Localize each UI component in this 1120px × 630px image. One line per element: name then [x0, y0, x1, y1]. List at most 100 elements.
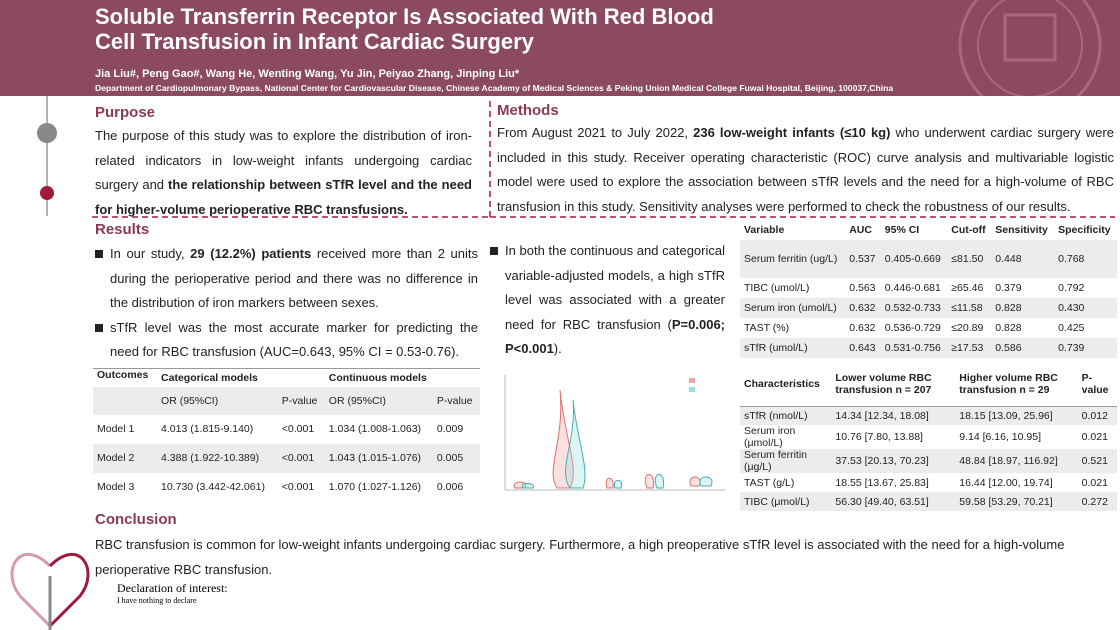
- cell: <0.001: [281, 481, 315, 493]
- cell: Model 1: [97, 423, 135, 435]
- cell: 0.532-0.733: [884, 302, 941, 314]
- cell: 48.84 [18.97, 116.92]: [959, 455, 1058, 467]
- subheader-cell: P-value: [281, 394, 318, 407]
- authors: Jia Liu#, Peng Gao#, Wang He, Wenting Wa…: [95, 68, 520, 80]
- section-heading: Methods: [497, 102, 559, 119]
- cell: 16.44 [12.00, 19.74]: [959, 476, 1053, 489]
- cell: ≤81.50: [951, 253, 984, 265]
- cell: 0.021: [1081, 431, 1108, 443]
- cell: Serum ferritin (μg/L): [744, 449, 808, 473]
- cell: <0.001: [281, 423, 315, 435]
- declaration-text: I have nothing to declare: [117, 596, 197, 605]
- cell: TAST (g/L): [744, 476, 795, 489]
- logo: [958, 0, 1102, 96]
- subheader-cell: P-value: [436, 394, 473, 407]
- header-cell: 95% CI: [884, 224, 920, 236]
- header-cell: Sensitivity: [995, 224, 1048, 236]
- text-run: From August 2021 to July 2022,: [497, 125, 694, 140]
- cell: 0.632: [849, 302, 876, 314]
- cell: 4.388 (1.922-10.389): [161, 452, 260, 464]
- purpose-text: The purpose of this study was to explore…: [95, 124, 472, 222]
- cell: <0.001: [281, 452, 315, 464]
- cell: 37.53 [20.13, 70.23]: [835, 455, 929, 467]
- data-row: TAST (g/L) 18.55 [13.67, 25.83] 16.44 [12.…: [740, 473, 1117, 492]
- bullet-list: In our study, 29 (12.2%) patients receiv…: [95, 242, 478, 365]
- cell: 0.012: [1081, 409, 1108, 422]
- data-row: Model 1 4.013 (1.815-9.140) <0.001 1.034 (1…: [93, 415, 480, 444]
- bullet: sTfR level was the most accurate marker …: [95, 316, 478, 365]
- data-row: Model 3 10.730 (3.442-42.061) <0.001 1.070 …: [93, 473, 480, 502]
- subheader-cell: OR (95%CI): [161, 394, 219, 407]
- bullet-marker: [95, 250, 103, 258]
- decoration: [10, 96, 1115, 630]
- header-cell: Lower volume RBC transfusion n = 207: [835, 371, 932, 396]
- cell: 0.009: [436, 423, 464, 435]
- text-run: 29 (12.2%) patients: [190, 246, 312, 261]
- data-row: TAST (%) 0.632 0.536-0.729 ≤20.89 0.828 0.425: [740, 318, 1117, 338]
- cell: 0.425: [1058, 322, 1085, 334]
- cell: 0.537: [849, 253, 876, 265]
- data-row: Model 2 4.388 (1.922-10.389) <0.001 1.043 (…: [93, 443, 480, 473]
- cell: 18.15 [13.09, 25.96]: [959, 409, 1053, 422]
- cell: 0.531-0.756: [884, 342, 941, 354]
- models-table: Outcomes Categorical models Continuous mod…: [93, 368, 480, 502]
- cell: 0.272: [1081, 495, 1108, 508]
- bullet-marker: [490, 247, 498, 255]
- cell: ≥17.53: [951, 342, 984, 354]
- text-run: P=0.006; P<0.001: [505, 316, 725, 357]
- declaration-title: Declaration of interest:: [117, 581, 228, 595]
- cell: TIBC (μmol/L): [744, 495, 810, 508]
- header-cell: Higher volume RBC transfusion n = 29: [959, 371, 1058, 396]
- cell: Serum ferritin (ug/L): [744, 253, 838, 265]
- text-run: The purpose of this study was to explore…: [95, 128, 472, 192]
- title: Soluble Transferrin Receptor Is Associat…: [95, 4, 714, 54]
- roc-table: Variable AUC 95% CI Cut-off Sensitivity Speci…: [740, 220, 1117, 358]
- cell: 1.070 (1.027-1.126): [328, 481, 422, 493]
- cell: sTfR (umol/L): [744, 342, 808, 354]
- cell: 0.828: [995, 302, 1022, 314]
- violin-plot: [504, 375, 725, 491]
- cell: Model 3: [97, 481, 135, 493]
- header-cell: P-value: [1081, 371, 1109, 396]
- cell: 4.013 (1.815-9.140): [161, 423, 254, 435]
- cell: Serum iron (μmol/L): [744, 425, 796, 449]
- cell: 0.768: [1058, 253, 1085, 265]
- conclusion-text: RBC transfusion is common for low-weight…: [95, 537, 1065, 577]
- cell: 0.828: [995, 322, 1022, 334]
- data-row: TIBC (umol/L) 0.563 0.446-0.681 ≥65.46 0.379…: [740, 278, 1117, 298]
- text-run: 236 low-weight infants (≤10 kg): [693, 125, 891, 140]
- cell: 0.792: [1058, 282, 1085, 294]
- cell: 0.563: [849, 282, 876, 294]
- text-run: who underwent cardiac surgery were inclu…: [497, 125, 1114, 214]
- cell: 10.76 [7.80, 13.88]: [835, 431, 923, 443]
- cell: 0.379: [995, 282, 1022, 294]
- text-run: In both the continuous and categorical v…: [505, 243, 725, 332]
- text-run: received more than 2 units during the pe…: [110, 246, 479, 310]
- text-run: In our study,: [110, 246, 191, 261]
- data-row: sTfR (umol/L) 0.643 0.531-0.756 ≥17.53 0.586…: [740, 338, 1117, 358]
- cell: 0.446-0.681: [884, 282, 941, 294]
- cell: 0.643: [849, 342, 876, 354]
- data-row: Serum iron (umol/L) 0.632 0.532-0.733 ≤11.5…: [740, 298, 1117, 318]
- methods-text: From August 2021 to July 2022, 236 low-w…: [497, 121, 1114, 219]
- cell: 0.448: [995, 253, 1022, 265]
- cell: 0.521: [1081, 455, 1108, 467]
- section-heading: Results: [95, 221, 150, 238]
- cell: sTfR (nmol/L): [744, 409, 808, 422]
- cell: 1.034 (1.008-1.063): [328, 423, 422, 435]
- cell: 59.58 [53.29, 70.21]: [959, 495, 1053, 508]
- title-line: Soluble Transferrin Receptor Is Associat…: [95, 4, 714, 29]
- data-row: sTfR (nmol/L) 14.34 [12.34, 18.08] 18.15 […: [740, 406, 1117, 425]
- data-row: Serum ferritin (μg/L) 37.53 [20.13, 70.23…: [740, 449, 1117, 473]
- bullet-list: In both the continuous and categorical v…: [490, 239, 725, 362]
- cell: ≥65.46: [951, 282, 984, 294]
- cell: 10.730 (3.442-42.061): [161, 481, 265, 493]
- data-row: TIBC (μmol/L) 56.30 [49.40, 63.51] 59.58 […: [740, 492, 1117, 511]
- header-row: Characteristics Lower volume RBC transfus…: [740, 362, 1117, 406]
- cell: TAST (%): [744, 322, 790, 334]
- cell: 18.55 [13.67, 25.83]: [835, 476, 929, 489]
- header-row: Outcomes Categorical models Continuous mod…: [93, 368, 480, 387]
- cell: 1.043 (1.015-1.076): [328, 452, 422, 464]
- cell: ≤20.89: [951, 322, 984, 334]
